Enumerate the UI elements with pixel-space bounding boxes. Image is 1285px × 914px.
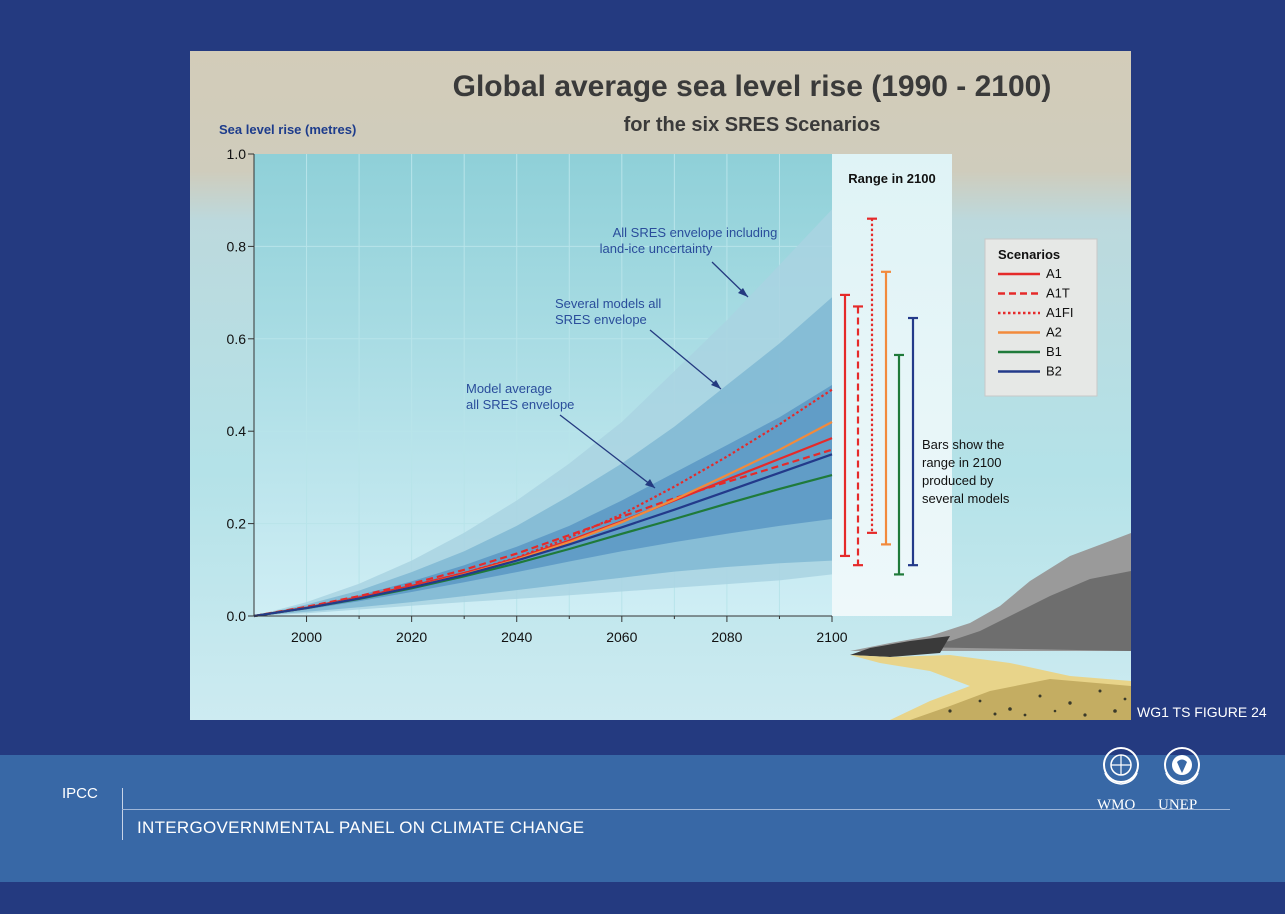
range-bar-a1 — [840, 293, 850, 558]
annotation-all-line1: All SRES envelope including — [613, 225, 778, 240]
annotation-average-line1: Model average — [466, 381, 552, 396]
range-bar-a1fi — [867, 217, 877, 534]
range-panel-title: Range in 2100 — [848, 171, 935, 186]
y-tick-label: 0.2 — [227, 516, 247, 532]
range-note: Bars show the range in 2100 produced by sev… — [922, 437, 1010, 506]
unep-logo — [1160, 743, 1204, 792]
footer-divider-vertical — [122, 788, 123, 840]
chart-subtitle: for the six SRES Scenarios — [624, 114, 881, 136]
footer-divider-horizontal — [122, 809, 1230, 810]
range-bar-b2 — [908, 316, 918, 567]
coastline-illustration — [850, 533, 1131, 720]
x-tick-label: 2040 — [501, 629, 532, 645]
chart-title: Global average sea level rise (1990 - 21… — [453, 70, 1052, 103]
range-bar-b1 — [894, 353, 904, 576]
arrow-average-envelope — [559, 414, 656, 489]
legend: Scenarios A1 A1T A1FI A2 B1 B2 — [984, 238, 1098, 397]
legend-label-a1: A1 — [1046, 266, 1062, 281]
range-bar-a2 — [881, 270, 891, 546]
annotation-several-line1: Several models all — [555, 296, 661, 311]
annotation-all-envelope: All SRES envelope including land-ice unc… — [600, 225, 778, 256]
legend-label-a1t: A1T — [1046, 286, 1070, 301]
organization-name: INTERGOVERNMENTAL PANEL ON CLIMATE CHANG… — [137, 818, 585, 837]
arrow-several-envelope — [649, 329, 722, 390]
annotation-several-line2: SRES envelope — [555, 312, 647, 327]
range-note-line: several models — [922, 491, 1010, 506]
range-note-line: produced by — [922, 473, 994, 488]
annotation-all-line2: land-ice uncertainty — [600, 241, 713, 256]
y-tick-label: 0.6 — [227, 331, 247, 347]
ipcc-label: IPCC — [62, 785, 98, 802]
x-tick-label: 2100 — [816, 629, 847, 645]
y-tick-label: 0.4 — [227, 423, 247, 439]
envelope-2 — [254, 385, 832, 616]
legend-box — [984, 238, 1098, 397]
annotation-average-envelope: Model average all SRES envelope — [466, 381, 574, 412]
x-tick-label: 2020 — [396, 629, 427, 645]
axes: 0.0 0.2 0.4 0.6 0.8 1.0 2000 2020 2040 2060 2080 21… — [227, 146, 848, 645]
legend-label-b2: B2 — [1046, 364, 1062, 379]
y-tick-label: 0.0 — [227, 608, 247, 624]
series-line-a1t — [253, 448, 833, 618]
x-tick-label: 2080 — [711, 629, 742, 645]
x-tick-label: 2060 — [606, 629, 637, 645]
x-tick-label: 2000 — [291, 629, 322, 645]
range-note-line: range in 2100 — [922, 455, 1002, 470]
chart: Global average sea level rise (1990 - 21… — [219, 70, 1131, 720]
legend-label-a1fi: A1FI — [1046, 305, 1073, 320]
wmo-emblem-icon — [1103, 747, 1139, 785]
figure-panel: Global average sea level rise (1990 - 21… — [190, 51, 1131, 720]
legend-label-a2: A2 — [1046, 325, 1062, 340]
legend-title: Scenarios — [998, 247, 1060, 262]
arrowhead-several-envelope — [711, 380, 721, 389]
legend-label-b1: B1 — [1046, 344, 1062, 359]
figure-label: WG1 TS FIGURE 24 — [1137, 704, 1267, 720]
annotation-several-envelope: Several models all SRES envelope — [555, 296, 661, 327]
range-bars — [840, 217, 918, 576]
y-tick-label: 0.8 — [227, 238, 247, 254]
range-note-line: Bars show the — [922, 437, 1004, 452]
arrowhead-all-envelope — [738, 288, 748, 297]
unep-emblem-icon — [1164, 747, 1200, 785]
footer: IPCC INTERGOVERNMENTAL PANEL ON CLIMATE … — [0, 747, 1285, 882]
unep-text: UNEP — [1158, 797, 1198, 813]
range-panel — [832, 154, 952, 616]
range-bar-a1t — [853, 305, 863, 567]
series-line-b2 — [253, 453, 833, 618]
annotation-average-line2: all SRES envelope — [466, 397, 574, 412]
y-tick-label: 1.0 — [227, 146, 247, 162]
arrowhead-average-envelope — [645, 479, 655, 488]
y-axis-label: Sea level rise (metres) — [219, 122, 356, 137]
wmo-logo — [1099, 743, 1143, 792]
wmo-text: WMO — [1097, 797, 1136, 813]
series-lines — [253, 388, 833, 618]
